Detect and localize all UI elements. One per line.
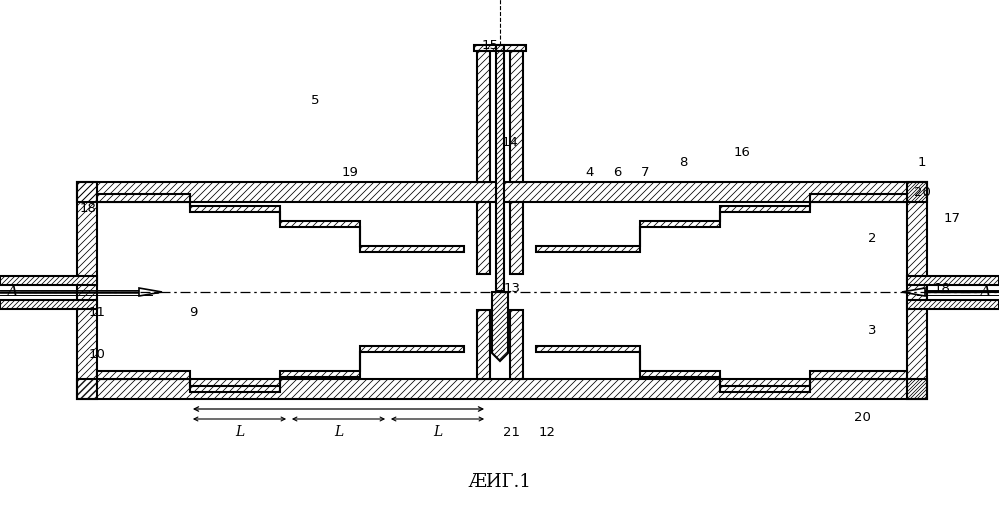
Text: 1: 1 [918, 155, 926, 168]
Polygon shape [536, 346, 907, 392]
Text: 17: 17 [943, 211, 960, 224]
Polygon shape [477, 310, 490, 379]
Text: 5: 5 [311, 93, 320, 106]
Polygon shape [492, 293, 508, 361]
Text: L: L [433, 424, 443, 438]
Polygon shape [907, 183, 927, 399]
Text: 9: 9 [189, 306, 197, 319]
Text: 18: 18 [933, 281, 950, 294]
Text: L: L [235, 424, 244, 438]
Polygon shape [536, 194, 907, 252]
Polygon shape [907, 276, 999, 286]
Text: 6: 6 [612, 165, 621, 178]
Polygon shape [510, 310, 523, 379]
Text: 19: 19 [342, 165, 359, 178]
Bar [97, 203, 907, 379]
Text: ӔИГ.1: ӔИГ.1 [469, 472, 531, 490]
Text: А: А [7, 285, 19, 298]
Polygon shape [510, 52, 523, 183]
Text: 20: 20 [853, 411, 870, 423]
Polygon shape [902, 289, 925, 296]
Polygon shape [97, 194, 464, 252]
Polygon shape [510, 203, 523, 274]
Text: L: L [334, 424, 343, 438]
Text: 18: 18 [80, 201, 97, 214]
Text: 13: 13 [503, 281, 520, 294]
Text: 4: 4 [585, 165, 594, 178]
Polygon shape [474, 46, 526, 52]
Text: 8: 8 [678, 155, 687, 168]
Bar [536, 203, 907, 293]
Text: 21: 21 [503, 426, 520, 439]
Polygon shape [139, 289, 162, 296]
Polygon shape [477, 203, 490, 274]
Text: 16: 16 [733, 145, 750, 158]
Polygon shape [0, 300, 97, 309]
Text: 20: 20 [913, 186, 930, 199]
Bar [97, 293, 464, 379]
Polygon shape [907, 300, 999, 309]
Text: А: А [980, 285, 992, 298]
Polygon shape [77, 379, 927, 399]
Polygon shape [97, 346, 464, 392]
Text: 2: 2 [868, 231, 876, 244]
Bar [97, 203, 464, 293]
Text: 3: 3 [868, 323, 876, 336]
Polygon shape [477, 52, 490, 183]
Bar [536, 293, 907, 379]
Text: 12: 12 [538, 426, 555, 439]
Polygon shape [77, 183, 927, 203]
Text: 7: 7 [640, 165, 649, 178]
Polygon shape [496, 46, 504, 292]
Polygon shape [77, 183, 97, 399]
Text: 14: 14 [501, 136, 518, 149]
Polygon shape [0, 276, 97, 286]
Text: 10: 10 [89, 348, 106, 361]
Bar [490, 274, 510, 310]
Text: 11: 11 [89, 306, 106, 319]
Text: 15: 15 [482, 38, 499, 51]
